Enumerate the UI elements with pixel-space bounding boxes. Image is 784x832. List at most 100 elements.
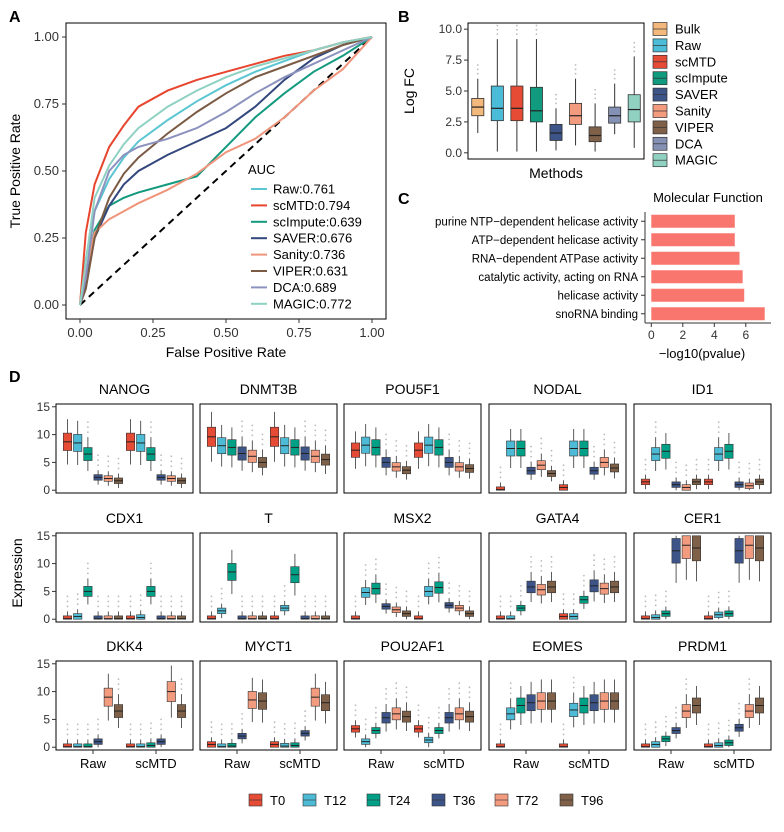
outlier-point	[160, 595, 163, 598]
outlier-point	[117, 600, 120, 603]
outlier-point	[458, 450, 461, 452]
outlier-point	[150, 431, 152, 434]
outlier-point	[405, 696, 408, 699]
outlier-point	[593, 445, 596, 448]
outlier-point	[664, 715, 667, 718]
outlier-point	[374, 568, 377, 571]
outlier-point	[613, 446, 616, 449]
outlier-point	[613, 441, 616, 444]
outlier-point	[66, 733, 69, 736]
outlier-point	[535, 33, 538, 36]
outlier-point	[385, 693, 387, 695]
outlier-point	[180, 600, 183, 603]
y-tick-label: 10.0	[439, 22, 463, 36]
outlier-point	[160, 718, 163, 721]
outlier-point	[294, 722, 296, 725]
outlier-point	[603, 438, 606, 441]
outlier-point	[738, 461, 741, 464]
legend-title: AUC	[248, 162, 275, 177]
outlier-point	[593, 554, 596, 557]
legend-label: scMTD	[675, 54, 716, 69]
y-tick-label: 10	[37, 685, 51, 699]
outlier-point	[613, 451, 616, 454]
outlier-point	[438, 566, 440, 569]
outlier-point	[717, 727, 720, 730]
outlier-point	[97, 728, 99, 731]
outlier-point	[66, 595, 69, 598]
outlier-point	[748, 678, 751, 681]
outlier-point	[738, 702, 741, 705]
outlier-point	[97, 459, 99, 462]
gene-title-cdx1: CDX1	[106, 510, 144, 526]
outlier-point	[395, 440, 398, 442]
y-tick-label: 5	[43, 455, 50, 469]
outlier-point	[220, 597, 223, 600]
outlier-point	[241, 605, 243, 608]
outlier-point	[540, 565, 543, 567]
y-tick-label: 7.5	[445, 53, 462, 67]
box-t12	[136, 743, 146, 748]
outlier-point	[86, 421, 89, 424]
outlier-point	[405, 590, 408, 593]
outlier-point	[664, 595, 667, 598]
outlier-point	[241, 717, 243, 720]
box-t0	[350, 615, 360, 620]
box-t12	[280, 743, 290, 748]
gene-title-cer1: CER1	[684, 510, 722, 526]
outlier-point	[417, 595, 420, 598]
legend-label: MAGIC:0.772	[273, 296, 352, 311]
outlier-point	[562, 603, 565, 606]
outlier-point	[129, 733, 132, 736]
legend-label: SAVER	[675, 87, 718, 102]
outlier-point	[633, 46, 636, 49]
gene-title-myct1: MYCT1	[245, 638, 293, 654]
x-tick-label: Raw	[224, 756, 251, 771]
outlier-point	[748, 688, 751, 691]
outlier-point	[405, 686, 408, 689]
outlier-point	[613, 565, 616, 568]
box-t24	[83, 743, 93, 748]
outlier-point	[515, 28, 518, 31]
box-t0	[126, 615, 136, 620]
panel-label-a: A	[9, 9, 21, 26]
bar-atp-dependent-helicase-activity	[651, 233, 735, 247]
x-tick-label: scMTD	[713, 756, 754, 771]
outlier-point	[633, 41, 636, 44]
outlier-point	[314, 424, 317, 427]
bar-catalytic-activity-acting-on-rna	[651, 270, 743, 284]
outlier-point	[550, 565, 553, 568]
outlier-point	[364, 564, 367, 566]
outlier-point	[385, 583, 387, 586]
outlier-point	[97, 464, 99, 467]
outlier-point	[664, 720, 667, 723]
box-t0	[206, 615, 216, 620]
outlier-point	[76, 728, 79, 731]
outlier-point	[593, 455, 596, 458]
outlier-point	[675, 716, 677, 719]
box-viper	[588, 126, 602, 143]
x-tick-label: Raw	[513, 756, 540, 771]
x-axis-title: −log10(pvalue)	[659, 346, 745, 361]
gene-title-eomes: EOMES	[532, 638, 583, 654]
outlier-point	[129, 595, 132, 598]
outlier-point	[385, 593, 387, 596]
outlier-point	[129, 723, 132, 726]
outlier-point	[555, 98, 557, 100]
outlier-point	[160, 459, 163, 462]
outlier-point	[354, 704, 357, 707]
x-tick-label: 6	[742, 328, 749, 342]
outlier-point	[230, 732, 233, 735]
outlier-point	[180, 462, 183, 465]
outlier-point	[150, 567, 152, 570]
outlier-point	[385, 588, 387, 591]
outlier-point	[427, 567, 430, 570]
outlier-point	[758, 468, 761, 471]
box-t72	[103, 615, 113, 620]
outlier-point	[405, 454, 408, 457]
outlier-point	[76, 603, 79, 606]
outlier-point	[160, 600, 163, 603]
outlier-point	[515, 24, 518, 27]
outlier-point	[324, 595, 327, 598]
outlier-point	[562, 469, 565, 472]
outlier-point	[448, 443, 451, 446]
